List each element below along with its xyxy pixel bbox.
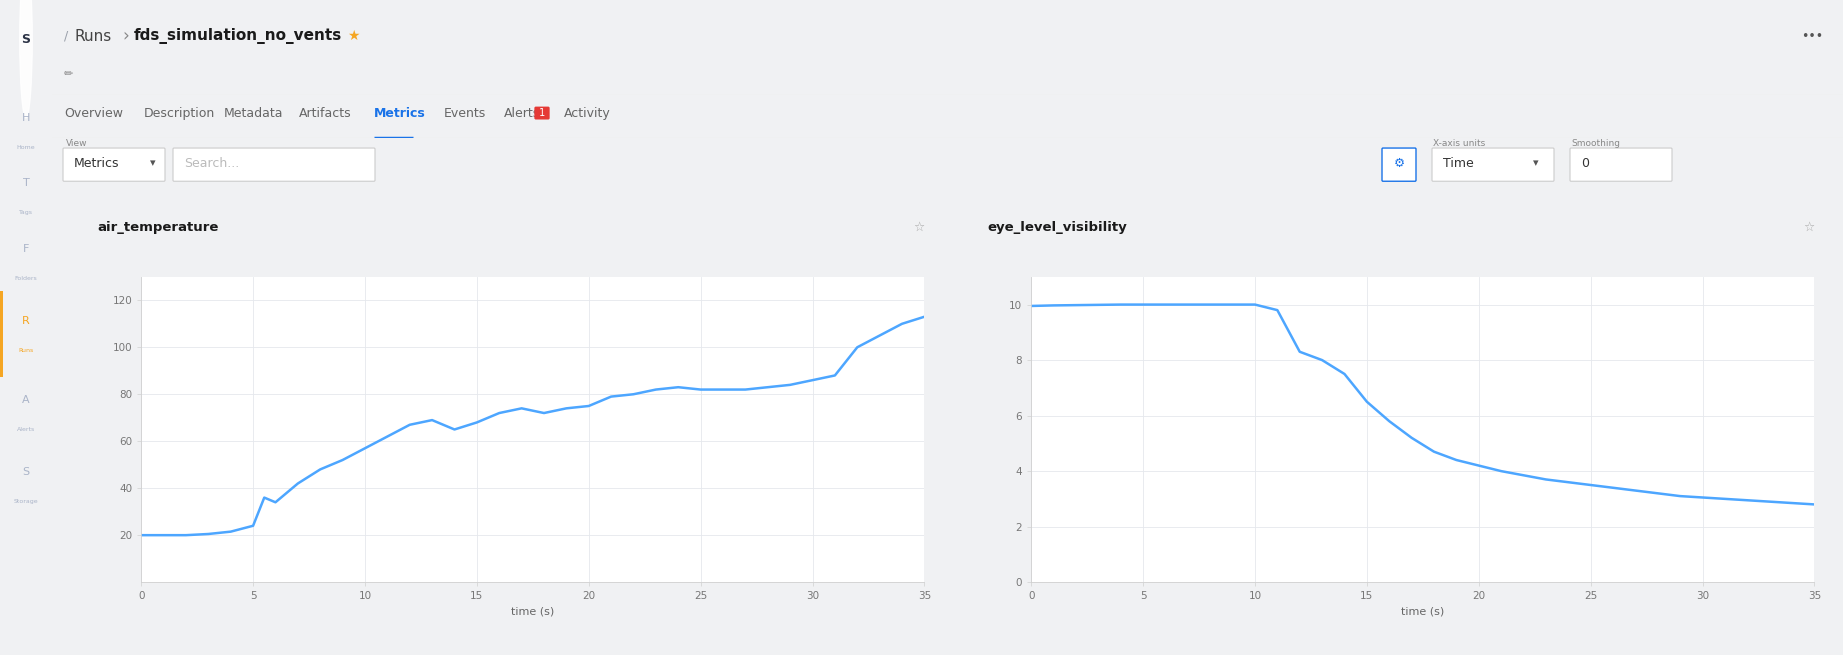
Text: Tags: Tags <box>18 210 33 215</box>
Text: Storage: Storage <box>13 498 39 504</box>
Text: Metrics: Metrics <box>374 107 426 120</box>
Text: Overview: Overview <box>65 107 123 120</box>
FancyBboxPatch shape <box>173 148 374 181</box>
Text: ☆: ☆ <box>912 221 925 234</box>
X-axis label: time (s): time (s) <box>511 607 555 617</box>
Text: ⚙: ⚙ <box>1393 157 1404 170</box>
Text: Activity: Activity <box>564 107 610 120</box>
Text: ☆: ☆ <box>1802 221 1814 234</box>
Text: Folders: Folders <box>15 276 37 281</box>
Text: View: View <box>66 140 87 148</box>
FancyBboxPatch shape <box>1382 148 1415 181</box>
Text: Metadata: Metadata <box>225 107 284 120</box>
Text: A: A <box>22 394 29 405</box>
Text: S: S <box>22 466 29 477</box>
Text: eye_level_visibility: eye_level_visibility <box>988 221 1126 234</box>
Text: H: H <box>22 113 29 123</box>
Text: Description: Description <box>144 107 216 120</box>
Text: Alerts: Alerts <box>503 107 540 120</box>
Text: •••: ••• <box>1801 29 1823 43</box>
FancyBboxPatch shape <box>1570 148 1672 181</box>
Bar <box>0 291 4 377</box>
Text: ›: › <box>122 27 129 45</box>
Text: fds_simulation_no_vents: fds_simulation_no_vents <box>135 28 343 44</box>
Text: Home: Home <box>17 145 35 150</box>
Text: Search...: Search... <box>184 157 240 170</box>
Circle shape <box>20 0 31 118</box>
FancyBboxPatch shape <box>1432 148 1554 181</box>
Text: Artifacts: Artifacts <box>299 107 352 120</box>
Text: 1: 1 <box>536 108 547 118</box>
Text: ✏: ✏ <box>65 69 74 79</box>
Text: F: F <box>22 244 29 254</box>
Text: S: S <box>22 33 31 46</box>
Text: ▾: ▾ <box>1533 159 1539 168</box>
Text: Events: Events <box>444 107 487 120</box>
Text: Alerts: Alerts <box>17 426 35 432</box>
X-axis label: time (s): time (s) <box>1401 607 1445 617</box>
Text: Time: Time <box>1443 157 1474 170</box>
FancyBboxPatch shape <box>63 148 166 181</box>
Text: air_temperature: air_temperature <box>98 221 219 234</box>
Text: Metrics: Metrics <box>74 157 120 170</box>
Text: R: R <box>22 316 29 326</box>
Text: Runs: Runs <box>18 348 33 353</box>
Text: Smoothing: Smoothing <box>1570 140 1620 148</box>
Text: X-axis units: X-axis units <box>1434 140 1485 148</box>
Text: 0: 0 <box>1581 157 1589 170</box>
Text: /: / <box>65 29 68 43</box>
Text: T: T <box>22 178 29 189</box>
Text: ★: ★ <box>346 29 359 43</box>
Text: ▾: ▾ <box>149 159 155 168</box>
Text: Runs: Runs <box>74 29 111 44</box>
